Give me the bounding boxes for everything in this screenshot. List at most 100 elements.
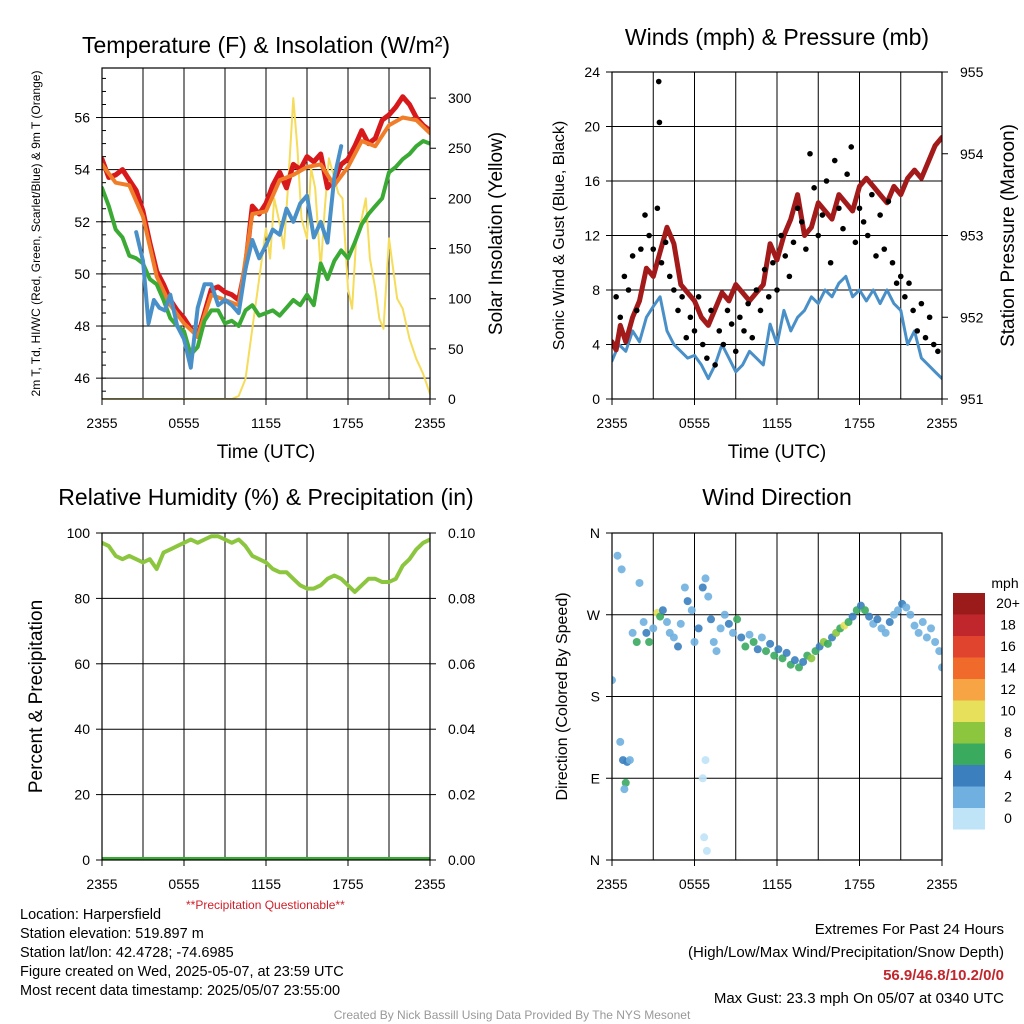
gust-point bbox=[885, 198, 892, 205]
gust-point bbox=[646, 232, 652, 239]
direction-point bbox=[635, 578, 644, 587]
direction-point bbox=[642, 628, 651, 637]
gust-point bbox=[918, 300, 925, 307]
colorbar-swatch bbox=[953, 614, 985, 636]
direction-point bbox=[683, 597, 692, 606]
x-axis-label: Time (UTC) bbox=[728, 442, 827, 463]
direction-point bbox=[737, 633, 746, 642]
x-tick-label: 2355 bbox=[86, 876, 117, 892]
direction-point bbox=[848, 612, 857, 621]
x-tick-label: 2355 bbox=[414, 415, 445, 431]
direction-point bbox=[700, 833, 709, 842]
gust-point bbox=[774, 287, 780, 293]
colorbar: mph 20+ 18 16 14 12 10 8 6 4 2 0 bbox=[953, 575, 1020, 830]
gust-point bbox=[823, 178, 830, 184]
x-tick-label: 2355 bbox=[414, 876, 445, 892]
gust-point bbox=[654, 205, 661, 212]
direction-point bbox=[690, 638, 699, 646]
gust-point bbox=[902, 294, 908, 300]
gust-point bbox=[712, 362, 718, 368]
y-axis-label: 2m T, Td, HI/WC (Red, Green, Scarlet/Blu… bbox=[29, 71, 43, 397]
direction-point bbox=[698, 583, 707, 592]
x-tick-label: 2355 bbox=[926, 876, 957, 892]
direction-point bbox=[931, 638, 940, 646]
x-tick-label: 0555 bbox=[168, 876, 199, 892]
x-axis-label: Time (UTC) bbox=[217, 442, 316, 463]
direction-point bbox=[729, 628, 737, 637]
gust-point bbox=[807, 150, 813, 157]
y-tick-label: E bbox=[591, 770, 600, 786]
gust-point bbox=[848, 144, 855, 150]
y-tick-label: 60 bbox=[74, 656, 90, 672]
colorbar-swatch bbox=[953, 679, 985, 701]
y2-tick-label: 0.02 bbox=[448, 787, 475, 803]
gust-point bbox=[720, 341, 727, 348]
y-tick-label: 12 bbox=[584, 228, 600, 244]
recent-data-text: Most recent data timestamp: 2025/05/07 2… bbox=[20, 983, 341, 999]
direction-point bbox=[628, 628, 637, 637]
sonic-wind-line bbox=[612, 274, 942, 381]
gust-point bbox=[864, 232, 871, 239]
y-tick-label: 100 bbox=[67, 525, 91, 541]
location-text: Location: Harpersfield bbox=[20, 907, 162, 923]
direction-point bbox=[770, 651, 779, 660]
gust-point bbox=[650, 246, 657, 252]
gust-point bbox=[827, 259, 834, 266]
gust-point bbox=[836, 205, 842, 212]
colorbar-label: 20+ bbox=[996, 595, 1020, 611]
colorbar-label: 16 bbox=[1000, 638, 1016, 654]
colorbar-label: 12 bbox=[1000, 681, 1016, 697]
y2-tick-label: 0.08 bbox=[448, 590, 475, 606]
y2-tick-label: 953 bbox=[960, 228, 984, 244]
x-tick-label: 1155 bbox=[762, 876, 792, 892]
x-tick-label: 0555 bbox=[679, 876, 710, 892]
direction-point bbox=[658, 606, 667, 615]
direction-point bbox=[865, 612, 874, 621]
gust-point bbox=[819, 212, 826, 218]
colorbar-swatch bbox=[953, 700, 985, 722]
gust-point bbox=[655, 78, 662, 85]
y-tick-label: 48 bbox=[74, 318, 90, 334]
direction-point bbox=[676, 619, 685, 628]
direction-point bbox=[674, 642, 682, 651]
direction-point bbox=[938, 663, 942, 672]
y-axis-label: Sonic Wind & Gust (Blue, Black) bbox=[551, 121, 568, 350]
y2-tick-label: 0.10 bbox=[448, 525, 475, 541]
colorbar-swatch bbox=[953, 636, 985, 658]
y2-tick-label: 200 bbox=[448, 190, 472, 206]
colorbar-label: 10 bbox=[1000, 703, 1016, 719]
x-tick-label: 1755 bbox=[332, 876, 363, 892]
direction-point bbox=[881, 628, 890, 637]
gust-point bbox=[778, 232, 784, 239]
gust-point bbox=[881, 246, 888, 252]
gust-point bbox=[782, 253, 789, 259]
gust-point bbox=[893, 280, 900, 286]
gust-point bbox=[683, 334, 690, 341]
gust-point bbox=[786, 273, 793, 280]
gust-point bbox=[656, 119, 663, 126]
direction-point bbox=[753, 645, 762, 654]
colorbar-label: 4 bbox=[1004, 767, 1012, 783]
direction-point bbox=[724, 619, 733, 628]
elevation-text: Station elevation: 519.897 m bbox=[20, 926, 204, 942]
gust-point bbox=[679, 294, 685, 300]
direction-point bbox=[885, 618, 894, 627]
direction-point bbox=[616, 737, 625, 746]
direction-point bbox=[935, 647, 942, 656]
gust-point bbox=[699, 341, 706, 348]
gust-point bbox=[642, 212, 648, 218]
direction-point bbox=[701, 756, 710, 765]
relative-humidity-line bbox=[102, 534, 430, 594]
direction-point bbox=[716, 624, 725, 633]
gust-point bbox=[914, 328, 921, 334]
direction-point bbox=[620, 785, 629, 794]
direction-point bbox=[795, 663, 803, 672]
x-tick-label: 1155 bbox=[251, 876, 281, 892]
direction-point bbox=[922, 633, 931, 642]
gust-point bbox=[704, 355, 710, 361]
td-line bbox=[102, 139, 430, 357]
y-tick-label: 24 bbox=[584, 64, 600, 80]
colorbar-label: 0 bbox=[1004, 810, 1012, 826]
direction-point bbox=[782, 648, 791, 657]
y-tick-label: 4 bbox=[592, 337, 600, 353]
